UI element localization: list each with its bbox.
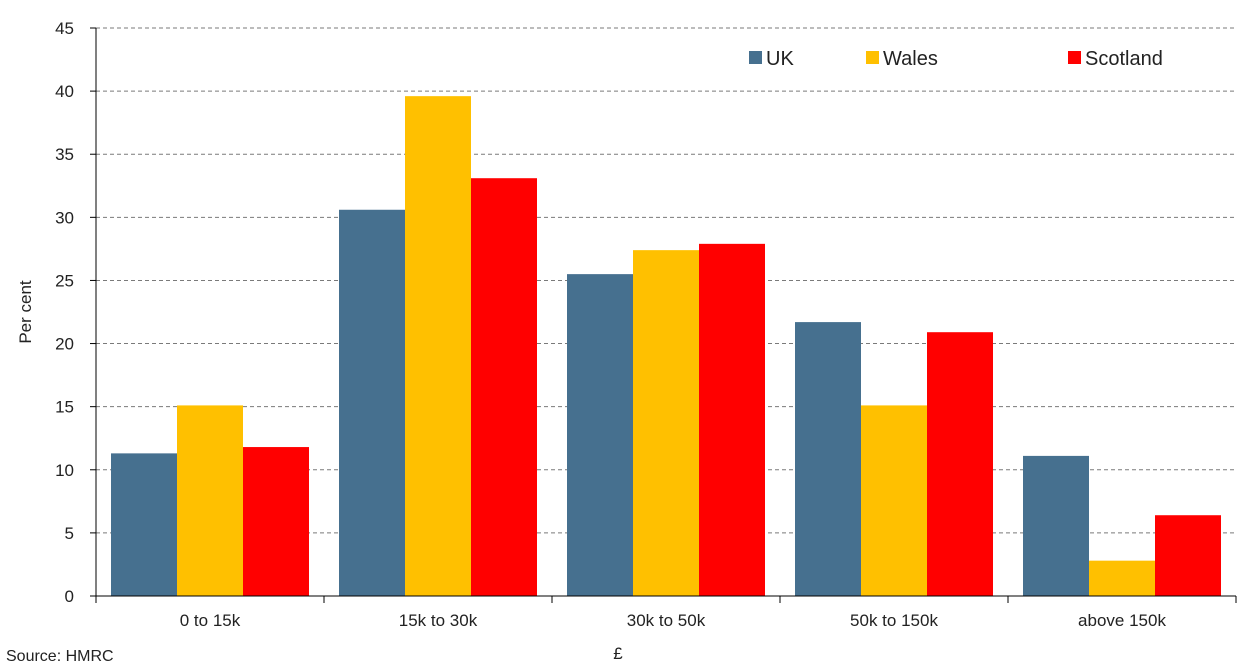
y-tick-label: 20 — [55, 335, 74, 354]
bar-uk-1 — [339, 209, 405, 596]
bar-wales-3 — [861, 405, 927, 596]
legend-swatch-wales — [866, 51, 879, 64]
bar-wales-2 — [633, 250, 699, 596]
x-tick-label: 50k to 150k — [850, 611, 938, 630]
x-tick-label: 15k to 30k — [399, 611, 478, 630]
y-tick-label: 40 — [55, 82, 74, 101]
y-tick-label: 10 — [55, 461, 74, 480]
y-tick-label: 30 — [55, 208, 74, 227]
legend-swatch-uk — [749, 51, 762, 64]
bar-uk-4 — [1023, 455, 1089, 596]
legend-swatch-scotland — [1068, 51, 1081, 64]
source-note: Source: HMRC — [6, 648, 114, 665]
bar-scotland-4 — [1155, 515, 1221, 596]
bar-scotland-2 — [699, 243, 765, 596]
x-tick-label: 30k to 50k — [627, 611, 706, 630]
axes — [90, 27, 1237, 603]
y-tick-labels: 0 5 10 15 20 25 30 35 40 45 — [55, 19, 74, 606]
bar-uk-0 — [111, 453, 177, 596]
x-axis-label: £ — [613, 644, 623, 662]
y-tick-label: 5 — [65, 524, 74, 543]
y-axis-label: Per cent — [16, 280, 35, 344]
bars — [111, 96, 1221, 596]
legend-label-scotland: Scotland — [1085, 48, 1163, 70]
bar-uk-3 — [795, 322, 861, 596]
bar-wales-0 — [177, 405, 243, 596]
bar-scotland-0 — [243, 447, 309, 596]
y-tick-label: 0 — [65, 587, 74, 606]
legend-label-wales: Wales — [883, 48, 938, 70]
bar-wales-1 — [405, 96, 471, 596]
x-tick-labels: 0 to 15k 15k to 30k 30k to 50k 50k to 150k a… — [180, 611, 1167, 630]
y-tick-label: 25 — [55, 271, 74, 290]
legend: UK Wales Scotland — [749, 48, 1163, 70]
legend-label-uk: UK — [766, 48, 794, 70]
bar-scotland-1 — [471, 178, 537, 596]
bar-wales-4 — [1089, 560, 1155, 596]
x-tick-label: above 150k — [1078, 611, 1166, 630]
y-tick-label: 45 — [55, 19, 74, 38]
x-tick-label: 0 to 15k — [180, 611, 241, 630]
bar-uk-2 — [567, 274, 633, 596]
y-tick-label: 35 — [55, 145, 74, 164]
bar-scotland-3 — [927, 332, 993, 596]
y-tick-label: 15 — [55, 398, 74, 417]
